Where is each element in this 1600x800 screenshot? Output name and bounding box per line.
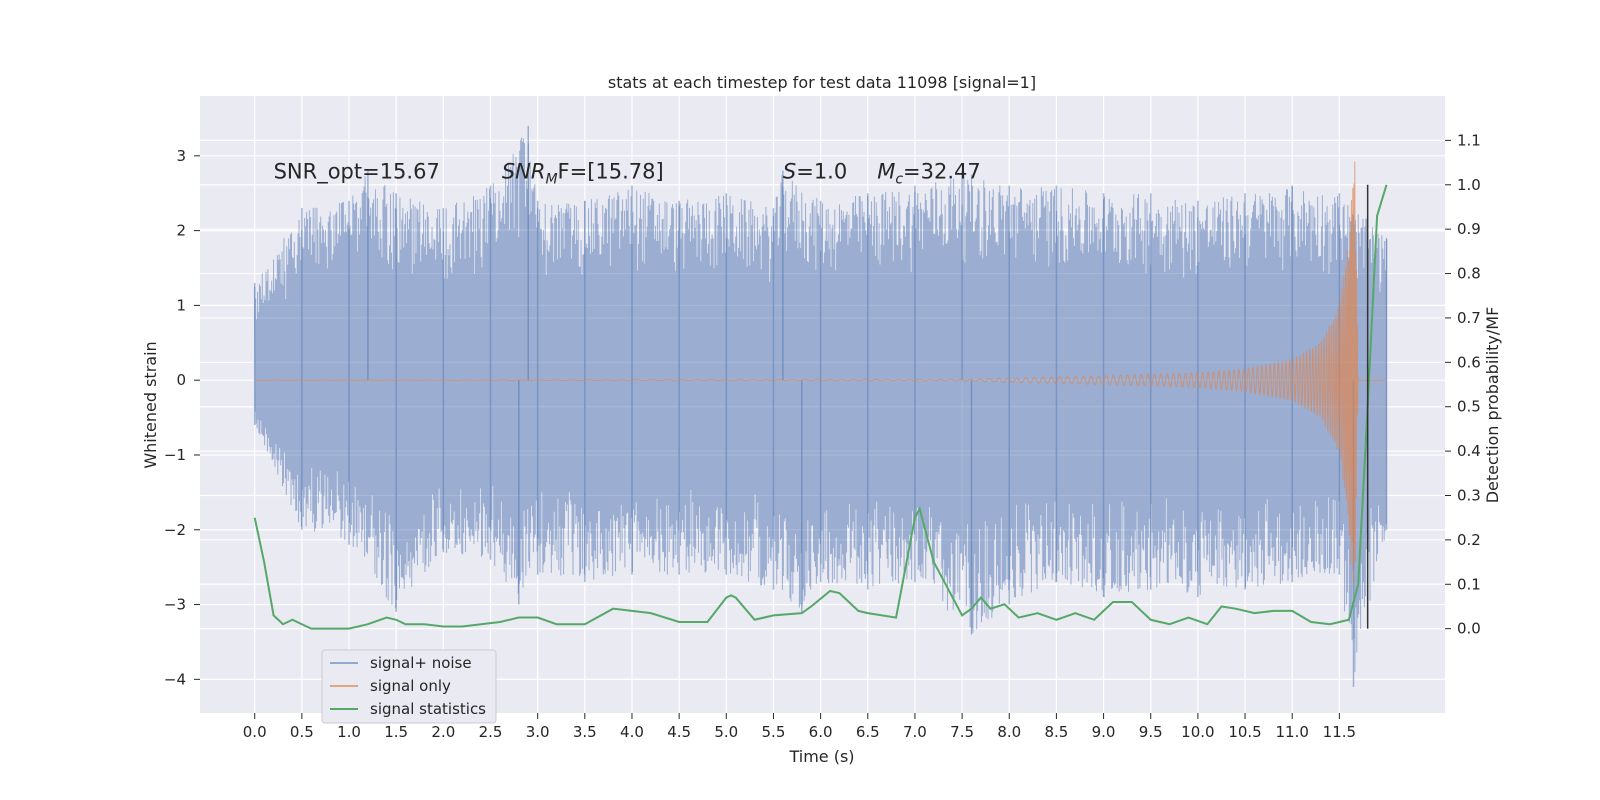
x-axis-label: Time (s) bbox=[788, 747, 854, 766]
x-tick-label: 4.5 bbox=[667, 723, 691, 741]
annotation-text: SNR_opt=15.67 bbox=[274, 159, 440, 184]
x-tick-label: 3.0 bbox=[526, 723, 550, 741]
legend-label-signal-statistics: signal statistics bbox=[370, 700, 486, 718]
x-tick-label: 9.5 bbox=[1139, 723, 1163, 741]
y-tick-label: −4 bbox=[164, 670, 186, 688]
y-right-tick-label: 0.0 bbox=[1457, 620, 1481, 638]
y-right-tick-label: 1.0 bbox=[1457, 176, 1481, 194]
y-right-tick-label: 0.5 bbox=[1457, 398, 1481, 416]
x-tick-label: 1.0 bbox=[337, 723, 361, 741]
y-right-tick-label: 0.8 bbox=[1457, 265, 1481, 283]
signal-statistics-line bbox=[253, 184, 1388, 630]
y-tick-label: 3 bbox=[176, 147, 186, 165]
x-tick-label: 5.5 bbox=[762, 723, 786, 741]
y-right-tick-label: 0.1 bbox=[1457, 575, 1481, 593]
y-tick-label: −1 bbox=[164, 446, 186, 464]
y-right-tick-label: 0.7 bbox=[1457, 309, 1481, 327]
x-tick-label: 11.5 bbox=[1323, 723, 1356, 741]
legend: signal+ noise signal only signal statist… bbox=[321, 649, 497, 724]
x-tick-label: 9.0 bbox=[1092, 723, 1116, 741]
legend-label-signal-only: signal only bbox=[370, 677, 451, 695]
x-tick-label: 0.0 bbox=[243, 723, 267, 741]
legend-label-signal-plus-noise: signal+ noise bbox=[370, 654, 472, 672]
y-axis-label: Whitened strain bbox=[141, 341, 160, 468]
x-tick-label: 8.5 bbox=[1044, 723, 1068, 741]
y-right-tick-label: 0.2 bbox=[1457, 531, 1481, 549]
y-tick-label: −3 bbox=[164, 596, 186, 614]
annotation-text: S=1.0 bbox=[783, 159, 847, 183]
x-tick-label: 1.5 bbox=[384, 723, 408, 741]
x-tick-label: 10.5 bbox=[1228, 723, 1261, 741]
chart-title: stats at each timestep for test data 110… bbox=[608, 73, 1036, 92]
x-tick-label: 6.0 bbox=[809, 723, 833, 741]
legend-box bbox=[321, 649, 497, 724]
annotation-text: Mc=32.47 bbox=[877, 159, 981, 187]
x-tick-label: 11.0 bbox=[1276, 723, 1309, 741]
x-tick-label: 2.0 bbox=[431, 723, 455, 741]
series-signal-statistics bbox=[253, 184, 1388, 630]
y-right-tick-label: 0.9 bbox=[1457, 220, 1481, 238]
annotations: SNR_opt=15.67 SNRMF=[15.78] S=1.0 Mc=32.47 bbox=[274, 159, 981, 187]
x-tick-label: 5.0 bbox=[714, 723, 738, 741]
annotation-text: SNRMF=[15.78] bbox=[502, 159, 664, 187]
series-signal-plus-noise bbox=[253, 125, 1388, 687]
x-tick-label: 2.5 bbox=[479, 723, 503, 741]
y-tick-label: 2 bbox=[176, 222, 186, 240]
x-tick-label: 7.0 bbox=[903, 723, 927, 741]
x-tick-label: 7.5 bbox=[950, 723, 974, 741]
x-tick-label: 8.0 bbox=[997, 723, 1021, 741]
x-tick-label: 3.5 bbox=[573, 723, 597, 741]
y-right-axis-label: Detection probability/MF bbox=[1483, 307, 1502, 504]
x-tick-label: 10.0 bbox=[1181, 723, 1214, 741]
y-tick-label: 0 bbox=[176, 371, 186, 389]
x-tick-label: 4.0 bbox=[620, 723, 644, 741]
y-right-tick-label: 1.1 bbox=[1457, 131, 1481, 149]
x-tick-label: 6.5 bbox=[856, 723, 880, 741]
y-tick-label: −2 bbox=[164, 521, 186, 539]
y-right-tick-label: 0.3 bbox=[1457, 486, 1481, 504]
y-right-tick-label: 0.6 bbox=[1457, 353, 1481, 371]
y-tick-label: 1 bbox=[176, 296, 186, 314]
axis-ticks: 0.0 0.5 1.0 1.5 2.0 2.5 3.0 3.5 4.0 4.5 5.0 5.5 6.0 6… bbox=[164, 131, 1481, 741]
x-tick-label: 0.5 bbox=[290, 723, 314, 741]
y-right-tick-label: 0.4 bbox=[1457, 442, 1481, 460]
signal-only-line bbox=[254, 161, 1387, 586]
series-signal-only bbox=[254, 161, 1387, 586]
